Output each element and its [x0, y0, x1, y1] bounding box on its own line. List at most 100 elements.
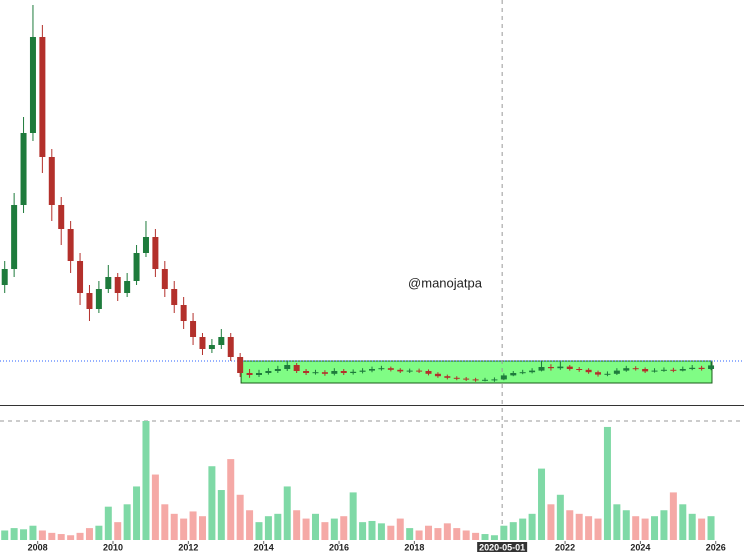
candle-body	[274, 369, 281, 371]
candle-body	[510, 373, 517, 376]
crosshair-label-bg	[477, 542, 528, 552]
candle-body	[152, 237, 159, 269]
volume-bar	[538, 468, 546, 540]
candle-body	[58, 205, 65, 229]
x-tick-label: 2024	[630, 542, 650, 552]
candle-body	[265, 371, 272, 373]
volume-bar	[189, 511, 197, 540]
volume-bar	[76, 532, 84, 540]
candle-body	[359, 370, 366, 372]
candle-body	[67, 229, 74, 261]
volume-bar	[528, 513, 536, 540]
volume-bar	[170, 513, 178, 540]
volume-bar	[622, 510, 630, 540]
volume-bar	[95, 525, 103, 540]
x-tick-label: 2018	[404, 542, 424, 552]
volume-bar	[575, 513, 583, 540]
crosshair-label: 2020-05-01	[479, 542, 525, 552]
candle-body	[190, 321, 197, 337]
candle-body	[660, 369, 667, 371]
volume-bar	[264, 516, 272, 540]
candle-body	[369, 369, 375, 371]
volume-bar	[217, 490, 225, 540]
volume-bar	[198, 516, 206, 540]
volume-bar	[585, 516, 593, 540]
candle-body	[397, 369, 404, 372]
candle-body	[29, 37, 36, 133]
candle-body	[547, 367, 554, 369]
volume-bar	[641, 518, 649, 540]
volume-bar	[340, 516, 348, 540]
volume-bar	[368, 520, 376, 540]
candle-body	[642, 369, 649, 372]
volume-bar	[236, 494, 244, 540]
volume-bar	[707, 516, 715, 540]
candle-body	[161, 269, 168, 289]
volume-bar	[227, 459, 235, 540]
candle-body	[613, 370, 620, 374]
candle-body	[284, 365, 291, 369]
candle-body	[406, 370, 413, 372]
volume-bar	[660, 510, 668, 540]
volume-bar	[415, 530, 423, 540]
volume-bar	[698, 518, 706, 540]
volume-bar	[462, 530, 470, 540]
volume-bar	[679, 504, 687, 540]
candle-body	[708, 365, 715, 369]
candle-body	[133, 253, 140, 281]
candle-body	[39, 37, 46, 157]
volume-bar	[519, 518, 527, 540]
volume-bar	[1, 530, 9, 540]
candle-body	[1, 269, 8, 285]
volume-bar	[490, 535, 498, 540]
volume-bar	[406, 528, 414, 540]
candle-body	[444, 376, 451, 378]
candle-body	[86, 293, 93, 309]
volume-bar	[481, 534, 489, 540]
volume-bar	[453, 528, 461, 540]
candle-body	[378, 368, 385, 370]
candle-body	[434, 373, 441, 377]
candle-body	[519, 372, 526, 374]
candle-body	[416, 370, 423, 372]
volume-bar	[434, 528, 442, 540]
candle-body	[48, 157, 55, 205]
candle-body	[482, 379, 489, 381]
volume-bar	[377, 523, 385, 540]
candle-body	[303, 371, 310, 373]
volume-bar	[359, 522, 367, 540]
volume-bar	[133, 486, 141, 540]
volume-bar	[566, 510, 574, 540]
volume-bar	[142, 421, 150, 540]
volume-bar	[302, 518, 310, 540]
candle-body	[77, 261, 84, 293]
candle-body	[246, 373, 253, 375]
candle-body	[585, 369, 592, 373]
candle-body	[463, 378, 470, 380]
volume-bar	[651, 516, 659, 540]
volume-bar	[632, 516, 640, 540]
x-tick-label: 2010	[103, 542, 123, 552]
volume-bar	[57, 534, 65, 540]
candle-body	[698, 367, 705, 369]
candle-body	[623, 368, 630, 371]
volume-bar	[500, 525, 508, 540]
volume-bar	[472, 532, 480, 540]
x-tick-label: 2016	[329, 542, 349, 552]
candle-body	[114, 277, 121, 293]
volume-bar	[311, 513, 319, 540]
volume-bar	[151, 474, 159, 540]
volume-bar	[123, 504, 131, 540]
candle-body	[453, 377, 460, 379]
volume-bar	[443, 523, 451, 540]
volume-bar	[547, 504, 555, 540]
volume-bar	[114, 522, 122, 540]
candle-body	[95, 289, 102, 309]
volume-bar	[48, 532, 56, 540]
candle-body	[293, 365, 300, 371]
volume-bar	[425, 525, 433, 540]
candle-body	[321, 372, 328, 374]
candle-body	[105, 277, 112, 289]
volume-bar	[293, 510, 301, 540]
